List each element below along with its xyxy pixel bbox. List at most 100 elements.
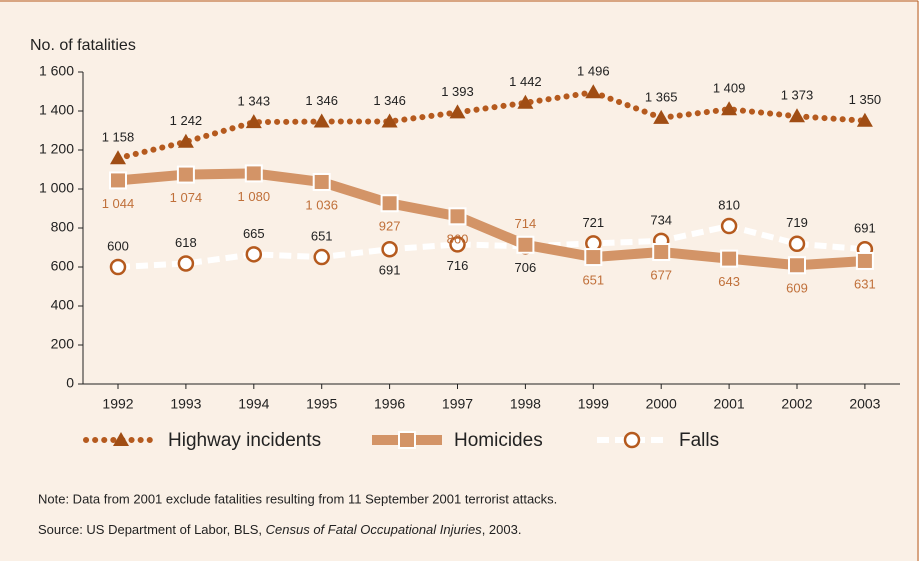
marker [449, 236, 466, 253]
data-label: 716 [447, 258, 469, 273]
marker [653, 109, 670, 124]
data-label: 1 158 [102, 130, 135, 145]
legend-item: Highway incidents [83, 430, 321, 451]
series-line [117, 168, 866, 271]
marker [517, 94, 534, 109]
x-tick-label: 2001 [714, 396, 745, 412]
x-tick-label: 2002 [781, 396, 812, 412]
data-label: 860 [447, 232, 469, 247]
marker [313, 248, 330, 266]
x-tick-label: 1996 [374, 396, 405, 412]
x-tick-label: 1997 [442, 396, 473, 412]
marker [788, 256, 806, 275]
marker [585, 84, 602, 99]
data-label: 600 [107, 238, 129, 253]
x-tick-label: 1993 [170, 396, 201, 412]
axis-title: No. of fatalities [30, 37, 136, 54]
marker [448, 207, 467, 226]
x-tick-label: 1994 [238, 396, 269, 412]
y-tick-label: 200 [51, 336, 75, 352]
marker [789, 108, 805, 123]
data-label: 1 044 [102, 196, 135, 211]
x-tick-label: 1998 [510, 396, 541, 412]
marker [381, 241, 398, 258]
legend-marker [398, 431, 416, 449]
legend-label: Homicides [454, 430, 543, 451]
data-label: 691 [379, 263, 401, 278]
legend-item: Falls [597, 430, 719, 451]
data-label: 1 350 [849, 92, 882, 107]
series-line [115, 89, 868, 162]
source-text: , 2003. [482, 522, 522, 537]
y-tick-label: 800 [51, 219, 75, 235]
data-label: 643 [718, 274, 740, 289]
marker [109, 171, 127, 190]
marker [652, 242, 671, 261]
source: Source: US Department of Labor, BLS, Cen… [38, 522, 521, 537]
data-label: 609 [786, 281, 808, 296]
marker [720, 217, 738, 235]
data-label: 1 074 [170, 190, 203, 205]
marker [177, 133, 194, 148]
x-tick-label: 2000 [646, 396, 677, 412]
legend-marker [623, 431, 641, 449]
marker [380, 194, 399, 213]
source-title: Census of Fatal Occupational Injuries [266, 522, 483, 537]
y-tick-label: 1 000 [39, 180, 74, 196]
marker [381, 113, 398, 128]
data-label: 631 [854, 276, 876, 291]
marker [584, 248, 603, 267]
marker [110, 150, 126, 165]
legend-label: Highway incidents [168, 430, 321, 451]
y-tick-label: 1 600 [39, 63, 74, 79]
x-tick-label: 1999 [578, 396, 609, 412]
marker [313, 113, 330, 128]
source-text: Source: US Department of Labor, BLS, [38, 522, 266, 537]
data-label: 691 [854, 221, 876, 236]
marker [720, 249, 739, 268]
data-label: 1 442 [509, 74, 542, 89]
marker [856, 112, 873, 127]
data-label: 927 [379, 219, 401, 234]
data-label: 1 346 [373, 93, 406, 108]
data-label: 1 242 [170, 113, 203, 128]
data-label: 1 346 [305, 93, 338, 108]
marker [788, 235, 806, 253]
data-label: 1 373 [781, 88, 814, 103]
data-label: 618 [175, 235, 197, 250]
data-label: 665 [243, 226, 265, 241]
data-label: 1 036 [305, 197, 338, 212]
legend-marker [113, 432, 129, 446]
y-tick-label: 1 400 [39, 102, 74, 118]
marker [176, 165, 195, 184]
data-label: 651 [582, 272, 604, 287]
marker [516, 235, 535, 254]
marker [855, 251, 874, 270]
marker [109, 258, 127, 276]
note: Note: Data from 2001 exclude fatalities … [38, 491, 557, 506]
data-label: 1 080 [238, 189, 271, 204]
y-tick-label: 400 [51, 297, 75, 313]
marker [312, 172, 331, 191]
data-label: 1 343 [238, 94, 271, 109]
legend-item: Homicides [372, 430, 543, 451]
y-tick-label: 1 200 [39, 141, 74, 157]
data-label: 1 365 [645, 89, 678, 104]
legend-label: Falls [679, 430, 719, 451]
x-tick-label: 1992 [102, 396, 133, 412]
data-label: 714 [515, 216, 537, 231]
data-label: 1 409 [713, 81, 746, 96]
data-label: 1 393 [441, 84, 474, 99]
x-tick-label: 2003 [849, 396, 880, 412]
data-label: 719 [786, 215, 808, 230]
marker [245, 246, 263, 263]
data-label: 734 [650, 212, 672, 227]
data-label: 677 [650, 267, 672, 282]
y-tick-label: 600 [51, 258, 75, 274]
marker [244, 164, 263, 183]
marker [449, 104, 466, 119]
data-label: 706 [515, 260, 537, 275]
data-label: 721 [582, 215, 604, 230]
